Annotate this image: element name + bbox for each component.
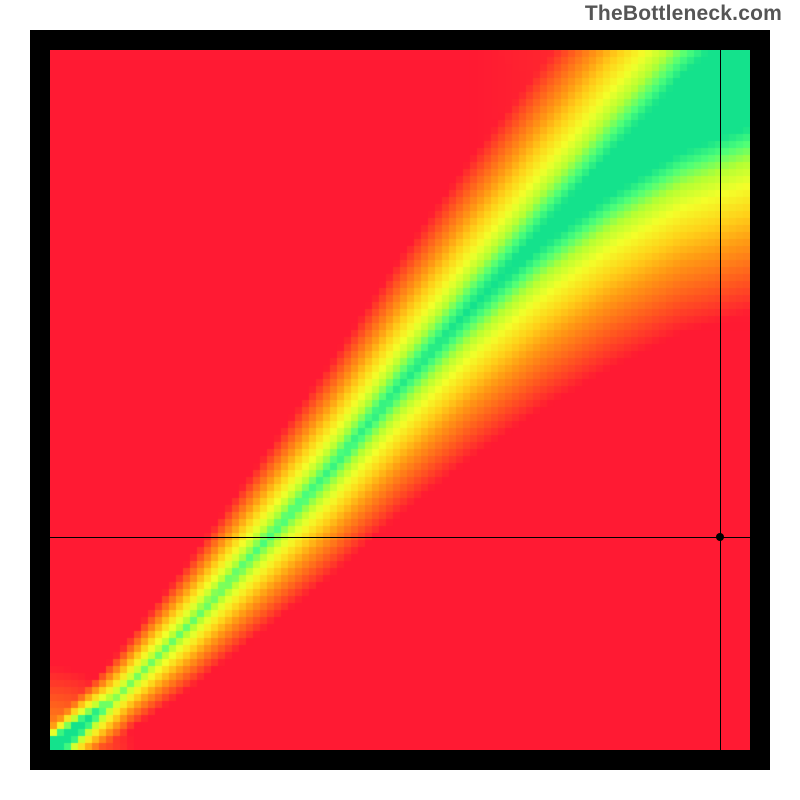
crosshair-vertical [720, 50, 721, 750]
root: TheBottleneck.com [0, 0, 800, 800]
watermark-text: TheBottleneck.com [585, 2, 782, 26]
chart-frame [30, 30, 770, 770]
crosshair-horizontal [50, 537, 750, 538]
selection-marker [716, 533, 724, 541]
bottleneck-heatmap [50, 50, 750, 750]
